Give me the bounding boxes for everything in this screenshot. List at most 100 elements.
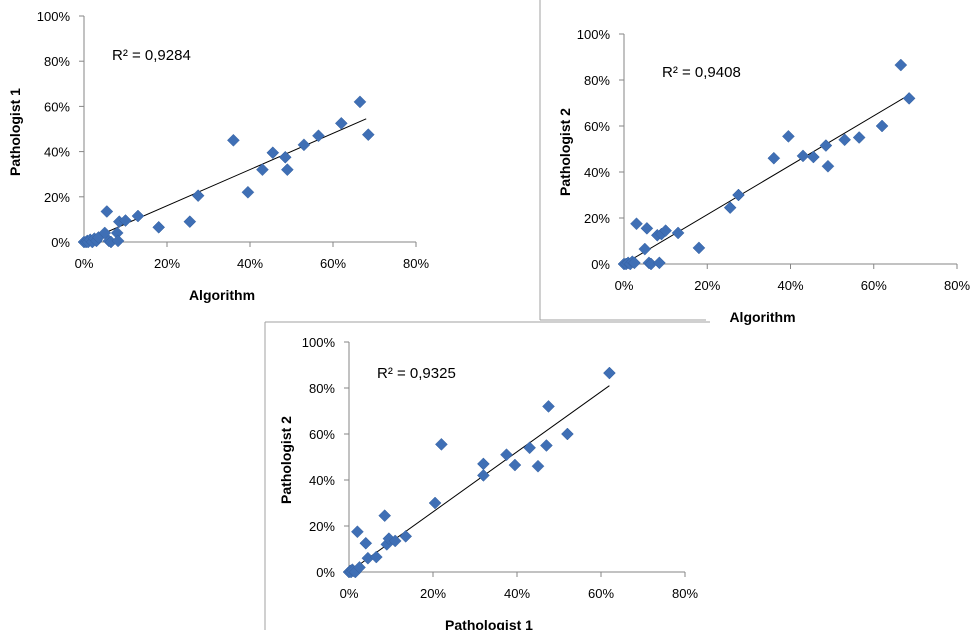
x-tick-label: 80% [944,278,970,293]
x-tick-label: 40% [504,586,530,601]
data-point [523,441,536,455]
x-tick-label: 80% [403,256,429,271]
data-point [280,163,294,177]
y-tick-label: 0% [591,257,610,272]
data-point [477,469,490,482]
y-axis-title: Pathologist 2 [557,108,573,196]
data-point [369,550,383,564]
y-tick-label: 60% [309,427,335,442]
data-point [540,439,553,452]
data-point [875,119,889,133]
data-point [692,241,706,255]
y-tick-label: 20% [584,211,610,226]
y-tick-label: 100% [302,335,336,350]
data-point [256,163,269,177]
data-point [266,146,280,160]
data-point [852,131,866,144]
x-tick-label: 0% [340,586,359,601]
x-tick-label: 20% [694,278,720,293]
data-point [477,457,490,471]
data-point [227,133,240,147]
data-point [361,128,375,142]
y-tick-label: 40% [309,473,335,488]
y-tick-label: 60% [584,119,610,134]
data-point [821,159,835,173]
data-point [152,220,166,234]
y-tick-label: 0% [316,565,335,580]
data-point [782,129,795,143]
r-squared-label: R² = 0,9325 [377,365,456,382]
data-point [640,221,654,235]
x-tick-label: 60% [320,256,346,271]
chart-svg-1: 0% 20% 40% 60% 80% 100% 0% 20% 40% 60% 80% Algorith… [7,0,541,320]
y-tick-label: 100% [37,9,71,24]
data-point [653,256,666,270]
data-point [183,215,197,229]
chart-svg-3: 0% 20% 40% 60% 80% 100% 0% 20% 40% 60% 80% Patholog… [264,321,710,630]
x-tick-label: 60% [588,586,614,601]
chart-panel-algorithm-vs-pathologist-2: 0% 20% 40% 60% 80% 100% 0% 20% 40% 60% 80% Algorith… [539,10,974,330]
data-point [241,185,255,199]
data-point [359,536,373,550]
chart-panel-algorithm-vs-pathologist-1: 0% 20% 40% 60% 80% 100% 0% 20% 40% 60% 80% Algorith… [0,0,541,320]
data-point [723,201,737,215]
data-point [767,151,781,165]
data-point [807,150,820,164]
data-point [312,129,325,143]
y-tick-label: 20% [309,519,335,534]
x-tick-label: 0% [615,278,634,293]
data-point [561,427,574,441]
x-tick-label: 40% [777,278,803,293]
y-tick-label: 80% [44,54,70,69]
x-axis-title: Algorithm [729,309,795,325]
data-point [500,448,513,462]
data-point [100,205,114,218]
data-point [399,529,413,543]
data-point [351,525,364,539]
chart-panel-pathologist-1-vs-pathologist-2: 0% 20% 40% 60% 80% 100% 0% 20% 40% 60% 80% Patholog… [264,321,725,630]
data-point [838,133,851,147]
data-point [353,95,367,109]
x-tick-label: 80% [672,586,698,601]
data-point [388,534,402,548]
data-point [542,400,555,413]
x-tick-label: 20% [154,256,180,271]
y-tick-label: 80% [584,73,610,88]
data-point [111,234,125,248]
x-tick-label: 60% [861,278,887,293]
data-point [508,458,522,472]
x-tick-label: 0% [75,256,94,271]
data-point [191,189,205,203]
y-tick-label: 100% [577,27,611,42]
r-squared-label: R² = 0,9284 [112,47,191,64]
y-tick-label: 40% [584,165,610,180]
y-axis-title: Pathologist 1 [7,88,23,176]
data-point [902,92,916,105]
y-tick-label: 0% [51,235,70,250]
data-point [638,242,652,256]
r-squared-label: R² = 0,9408 [662,64,741,81]
x-tick-label: 40% [237,256,263,271]
data-point [131,209,145,223]
x-tick-label: 20% [420,586,446,601]
data-point [628,256,641,270]
y-axis-title: Pathologist 2 [278,416,294,504]
y-tick-label: 60% [44,99,70,114]
data-point [796,149,810,163]
y-tick-label: 80% [309,381,335,396]
data-point [378,509,392,523]
data-point [603,366,616,380]
y-tick-label: 40% [44,145,70,160]
chart-svg-2: 0% 20% 40% 60% 80% 100% 0% 20% 40% 60% 80% Algorith… [539,10,970,325]
x-axis-title: Pathologist 1 [445,617,533,630]
x-axis-title: Algorithm [189,287,255,303]
trendline [623,95,908,265]
data-point [894,58,908,72]
data-point [119,214,132,227]
data-point [671,226,685,240]
data-point [297,138,311,152]
data-point [278,150,292,164]
data-point [819,139,833,152]
data-point [353,561,366,574]
data-point [334,116,348,130]
